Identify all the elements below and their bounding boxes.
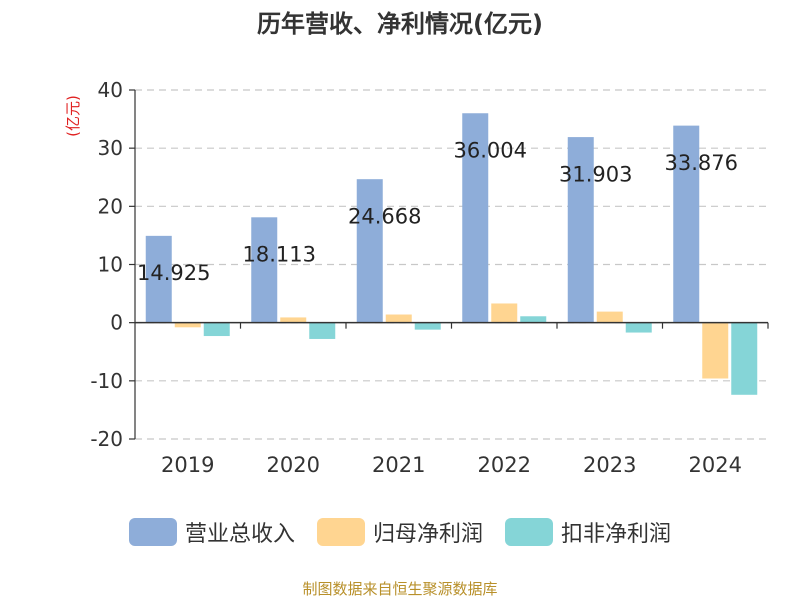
axes: -20 -10 0 10 20 30 40 (亿元) 2019 2020 2021 2022 2023 2… [64,78,769,477]
x-tick-label: 2020 [267,453,320,477]
bar-revenue [567,137,594,323]
bar-deducted-profit [414,322,441,330]
bar-net-profit [596,311,623,323]
y-tick-label: 0 [110,311,123,335]
bar-deducted-profit [731,322,758,395]
y-tick-label: -10 [90,369,123,393]
y-tick-label: 20 [98,194,123,218]
bar-deducted-profit [309,322,336,339]
legend-label-net-profit: 归母净利润 [372,522,483,547]
gridlines [135,89,768,440]
bar-deducted-profit [625,322,652,333]
x-tick-label: 2023 [583,453,636,477]
source-note: 制图数据来自恒生聚源数据库 [302,580,498,598]
data-labels: 14.925 18.113 24.668 36.004 31.903 33.876 [137,138,738,285]
y-tick-label: -20 [90,427,123,451]
y-tick-label: 10 [98,253,123,277]
bar-revenue [145,235,172,323]
y-tick-label: 40 [98,78,123,102]
bar-net-profit [385,314,412,323]
data-label: 31.903 [559,162,632,186]
bar-net-profit [702,322,729,379]
bar-deducted-profit [520,316,547,323]
legend-item-revenue[interactable]: 营业总收入 [128,516,295,548]
bar-revenue [251,217,278,323]
data-label: 24.668 [348,204,421,228]
bars [145,113,758,395]
y-axis-title: (亿元) [64,95,82,137]
x-tick-label: 2019 [161,453,214,477]
x-tick-label: 2024 [689,453,742,477]
data-label: 18.113 [243,243,316,267]
chart-title: 历年营收、净利情况(亿元) [257,10,543,38]
bar-net-profit [491,303,518,323]
legend-label-deducted-profit: 扣非净利润 [561,522,672,547]
legend-item-deducted-profit[interactable]: 扣非净利润 [505,516,671,548]
data-label: 14.925 [137,261,210,285]
legend-label-revenue: 营业总收入 [184,522,295,547]
data-label: 36.004 [454,138,527,162]
data-label: 33.876 [665,151,738,175]
bar-revenue [356,179,383,323]
legend-swatch-revenue [128,518,177,546]
x-tick-label: 2022 [478,453,531,477]
legend-item-net-profit[interactable]: 归母净利润 [316,516,483,548]
bar-revenue [673,125,700,323]
bar-deducted-profit [203,322,230,337]
y-tick-label: 30 [98,136,123,160]
bar-revenue [462,113,489,323]
bar-net-profit [280,317,307,323]
x-tick-label: 2021 [372,453,425,477]
bar-net-profit [174,322,201,328]
legend: 营业总收入 归母净利润 扣非净利润 [0,516,800,548]
legend-swatch-deducted-profit [505,518,553,546]
legend-swatch-net-profit [316,518,365,546]
